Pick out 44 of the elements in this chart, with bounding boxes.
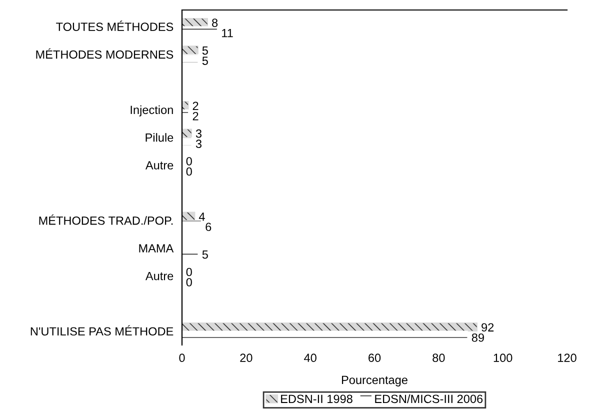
data-label: 0 [186, 157, 192, 166]
data-label: 0 [186, 167, 192, 176]
bar [182, 128, 192, 138]
data-label: 2 [192, 102, 198, 110]
y-tick-label: Autre [145, 272, 174, 280]
x-tick-label: 20 [240, 354, 252, 362]
data-label: 92 [482, 323, 494, 332]
bar [182, 101, 189, 110]
data-label: 0 [186, 268, 192, 276]
bar [182, 137, 192, 146]
data-label: 4 [198, 212, 205, 221]
x-tick-label: 60 [368, 354, 381, 362]
data-label: 5 [202, 46, 208, 55]
y-tick-label: N'UTILISE PAS MÉTHODE [30, 325, 174, 336]
y-tick-label: MAMA [139, 244, 174, 252]
y-tick-label: Pilule [146, 133, 174, 142]
x-tick-label: 40 [304, 354, 316, 362]
data-label: 0 [186, 278, 192, 286]
data-label: 89 [472, 333, 484, 342]
x-tick-label: 0 [179, 354, 185, 362]
data-label: 2 [192, 112, 198, 120]
y-tick-label: MÉTHODES MODERNES [36, 48, 174, 59]
bar [182, 46, 198, 55]
y-tick-label: Injection [130, 105, 173, 116]
data-label: 11 [222, 29, 233, 38]
bar [182, 54, 198, 63]
data-label: 3 [196, 140, 202, 148]
data-label: 5 [202, 250, 208, 259]
bar [182, 18, 208, 27]
data-label: 6 [206, 222, 212, 232]
x-tick-label: 100 [494, 354, 512, 362]
x-tick-label: 80 [432, 354, 445, 362]
x-tick-label: 120 [558, 354, 576, 362]
y-tick-label: TOUTES MÉTHODES [56, 20, 174, 32]
legend-label: EDSN/MICS-III 2006 [375, 394, 483, 404]
x-axis-title: Pourcentage [342, 376, 408, 386]
y-tick-label: MÉTHODES TRAD./POP. [39, 214, 173, 225]
y-tick-label: Autre [145, 161, 174, 170]
data-label: 8 [212, 18, 218, 28]
bar [182, 330, 468, 340]
bar [182, 322, 478, 332]
legend-label: EDSN-II 1998 [281, 394, 352, 404]
data-label: 5 [202, 56, 208, 65]
data-label: 3 [196, 129, 202, 138]
